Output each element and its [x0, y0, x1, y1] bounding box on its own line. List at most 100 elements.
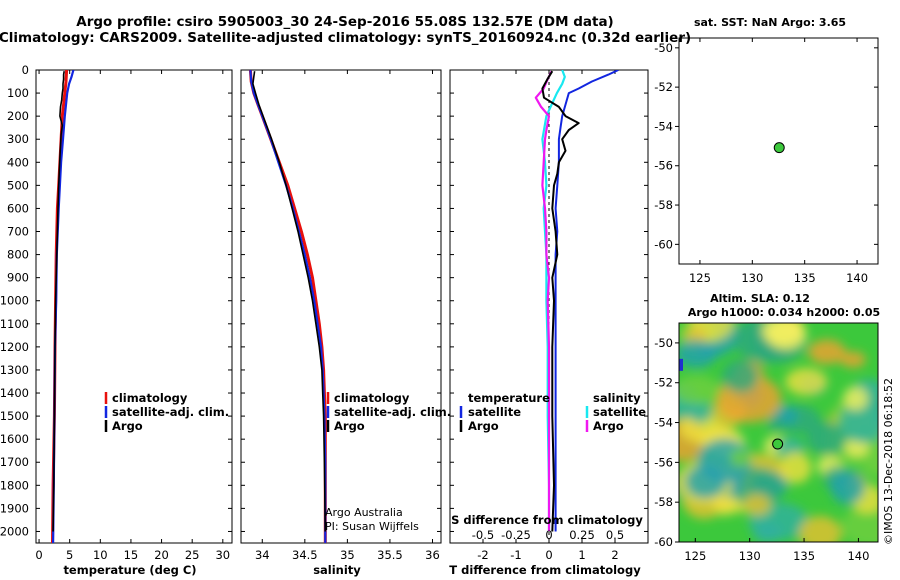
y-tick-label: 1400 [0, 386, 29, 400]
difference-x-label: T difference from climatology [449, 563, 641, 577]
sla-anomaly [722, 359, 759, 393]
x-tick-label: 2 [611, 548, 618, 562]
y-tick-label: 100 [7, 86, 29, 100]
temperature-panel: 0100200300400500600700800900100011001200… [0, 63, 233, 562]
legend-label-argo: Argo [112, 419, 143, 433]
legend-label-argo: Argo [334, 419, 365, 433]
sla-anomaly [730, 466, 783, 508]
series-group [534, 70, 619, 543]
y-tick-label: -54 [654, 416, 673, 430]
y-tick-label: 1800 [0, 478, 29, 492]
s-diff-tick-label: -0.5 [472, 528, 494, 542]
x-tick-label: 20 [154, 548, 169, 562]
s-diff-tick-label: -0.25 [501, 528, 531, 542]
x-tick-label: 130 [741, 271, 763, 285]
sla-field [679, 323, 878, 542]
series-line-argo [252, 71, 327, 532]
x-tick-label: 0 [35, 548, 42, 562]
x-tick-label: 25 [185, 548, 200, 562]
difference-legend: temperature satellite Argo salinity sate… [459, 391, 646, 433]
legend-title-salinity: salinity [593, 391, 641, 405]
sla-anomaly [864, 456, 878, 478]
sla-anomaly [766, 323, 807, 350]
salinity-x-label: salinity [313, 563, 361, 577]
x-tick-label: 15 [124, 548, 139, 562]
imos-watermark: ©IMOS 13-Dec-2018 06:18:52 [882, 378, 895, 545]
sla-anomaly [841, 504, 878, 542]
legend-label-s-argo: Argo [593, 419, 624, 433]
location-panel: 125 130 135 140 -50 -52 -54 -56 -58 -60 [654, 37, 879, 285]
argo-location-point [772, 438, 784, 450]
location-title: sat. SST: NaN Argo: 3.65 [694, 16, 846, 29]
y-tick-label: 2000 [0, 524, 29, 538]
sla-map-panel: 125 130 135 140 -50 -52 -54 -56 -58 -60 [654, 322, 879, 563]
s-diff-tick-label: 0 [545, 528, 552, 542]
sla-anomaly [806, 422, 848, 455]
figure-title-line2: Climatology: CARS2009. Satellite-adjuste… [0, 30, 691, 46]
legend-label-s-satellite: satellite [593, 405, 646, 419]
sla-anomaly [840, 351, 866, 368]
salinity-legend: climatology satellite-adj. clim. Argo [326, 391, 451, 433]
x-tick-label: 35 [340, 548, 355, 562]
series-line-t-argo [541, 70, 580, 532]
sla-anomaly [830, 470, 866, 505]
legend-label-climatology: climatology [334, 391, 410, 405]
y-tick-label: 1600 [0, 432, 29, 446]
sla-anomaly [767, 415, 785, 432]
sla-anomaly [729, 448, 752, 467]
y-tick-label: 400 [7, 155, 29, 169]
series-group [248, 70, 327, 543]
sla-low-patch [679, 358, 683, 371]
y-tick-label: -54 [654, 119, 673, 133]
legend-label-t-satellite: satellite [468, 405, 521, 419]
sla-anomaly [685, 464, 726, 499]
y-tick-label: 800 [7, 248, 29, 262]
y-tick-label: 1500 [0, 409, 29, 423]
y-tick-label: -52 [654, 376, 673, 390]
y-tick-label: -50 [654, 336, 673, 350]
x-tick-label: 1 [578, 548, 585, 562]
x-tick-label: 30 [215, 548, 230, 562]
plot-frame [240, 69, 442, 544]
series-line-s-argo [534, 70, 553, 532]
y-tick-label: -56 [654, 159, 673, 173]
sla-anomaly [785, 367, 828, 396]
y-tick-label: -58 [654, 198, 673, 212]
difference-x-label-salinity: S difference from climatology [451, 513, 643, 527]
x-tick-label: 0 [545, 548, 552, 562]
y-tick-label: 1300 [0, 363, 29, 377]
x-tick-label: 140 [846, 271, 868, 285]
x-tick-label: 125 [684, 549, 706, 563]
y-tick-label: -60 [654, 237, 673, 251]
x-tick-label: 10 [93, 548, 108, 562]
y-tick-label: 1100 [0, 317, 29, 331]
series-line-s-satellite [541, 70, 566, 532]
x-tick-label: 34.5 [292, 548, 318, 562]
temperature-legend: climatology satellite-adj. clim. Argo [104, 391, 229, 433]
x-tick-label: -2 [477, 548, 488, 562]
y-tick-label: 200 [7, 109, 29, 123]
plot-frame [35, 69, 233, 544]
y-tick-label: 0 [22, 63, 29, 77]
y-tick-label: 1700 [0, 455, 29, 469]
series-line-satellite-adj-clim- [249, 70, 327, 543]
argo-australia-credit: Argo Australia [325, 506, 403, 519]
x-tick-label: 135 [793, 549, 815, 563]
legend-title-temperature: temperature [468, 391, 550, 405]
x-tick-label: 35.5 [377, 548, 403, 562]
x-tick-label: 36 [425, 548, 440, 562]
sla-anomaly [808, 339, 846, 365]
y-tick-label: 600 [7, 201, 29, 215]
sla-anomaly [843, 386, 869, 411]
salinity-panel: 34 34.5 35 35.5 36 [240, 69, 442, 562]
y-tick-label: -50 [654, 41, 673, 55]
sla-anomaly [798, 515, 842, 542]
sla-anomaly-blobs [679, 323, 878, 542]
y-tick-label: 1000 [0, 294, 29, 308]
s-diff-tick-label: 0.5 [606, 528, 624, 542]
sla-anomaly [840, 399, 878, 444]
plot-frame [678, 37, 879, 265]
sla-title: Altim. SLA: 0.12 [710, 292, 810, 305]
y-tick-label: 300 [7, 132, 29, 146]
y-tick-label: -60 [654, 535, 673, 549]
